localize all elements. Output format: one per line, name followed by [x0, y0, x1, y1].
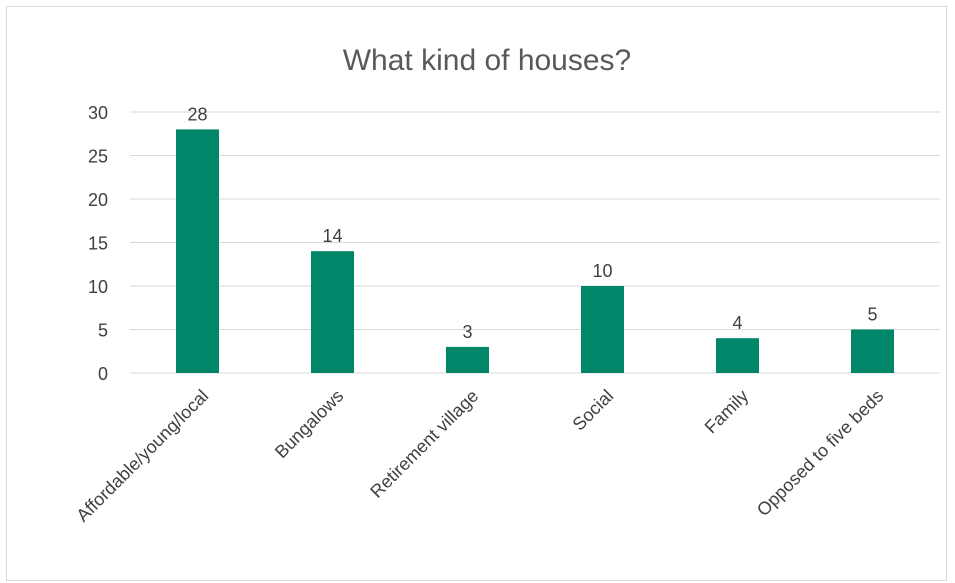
y-tick-label: 10	[88, 277, 108, 297]
y-tick-label: 30	[88, 103, 108, 123]
data-label: 14	[322, 226, 342, 246]
bars	[176, 129, 894, 373]
x-tick-label: Opposed to five beds	[753, 386, 887, 520]
bar-opposed-to-five-beds	[851, 329, 894, 373]
y-tick-label: 0	[98, 364, 108, 384]
data-labels: 28 14 3 10 4 5	[187, 104, 877, 342]
x-tick-label: Social	[569, 386, 618, 435]
bar-social	[581, 286, 624, 373]
chart-title: What kind of houses?	[343, 44, 632, 77]
data-label: 5	[867, 305, 877, 325]
bar-family	[716, 338, 759, 373]
y-tick-label: 25	[88, 147, 108, 167]
bar-affordable-young-local	[176, 129, 219, 373]
x-axis-labels: Affordable/young/local Bungalows Retiremen…	[72, 386, 887, 526]
data-label: 4	[732, 313, 742, 333]
y-tick-label: 20	[88, 190, 108, 210]
bar-retirement-village	[446, 346, 489, 373]
y-tick-label: 5	[98, 321, 108, 341]
gridlines	[130, 111, 940, 374]
x-tick-label: Retirement village	[366, 386, 482, 502]
y-axis-ticks: 0 5 10 15 20 25 30	[88, 103, 108, 384]
data-label: 10	[592, 261, 612, 281]
data-label: 28	[187, 104, 207, 124]
x-tick-label: Family	[701, 386, 753, 438]
x-tick-label: Bungalows	[271, 386, 347, 462]
chart-frame	[6, 6, 947, 581]
x-tick-label: Affordable/young/local	[72, 386, 212, 526]
y-tick-label: 15	[88, 234, 108, 254]
data-label: 3	[462, 322, 472, 342]
bar-bungalows	[311, 251, 354, 373]
